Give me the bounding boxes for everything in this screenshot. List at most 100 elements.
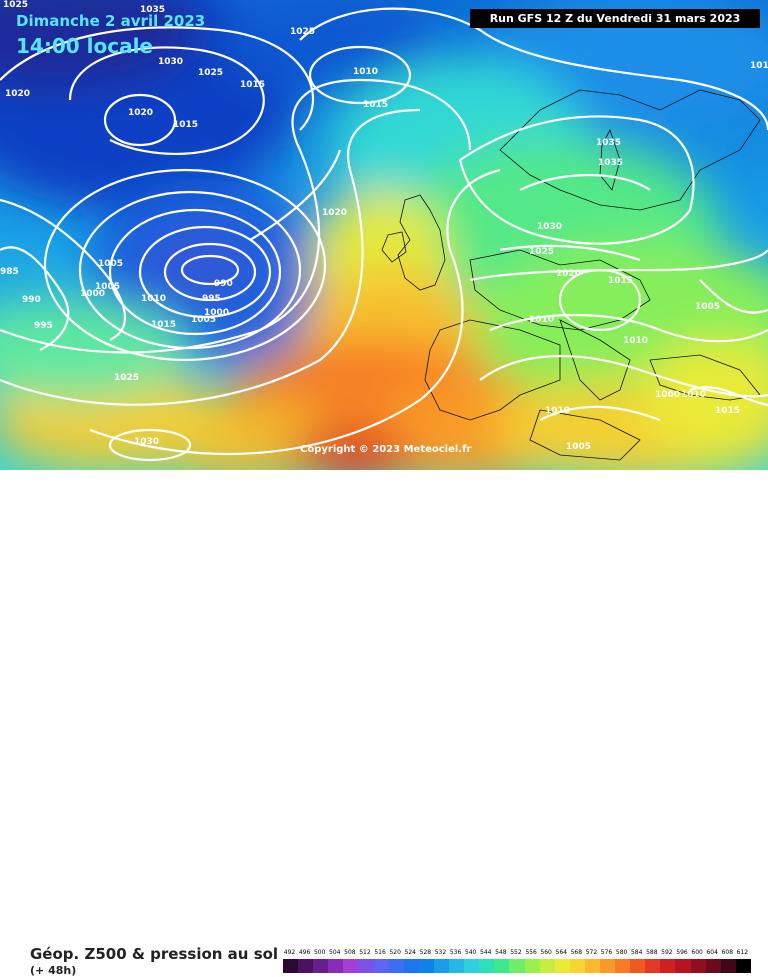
- isobar-label: 1000: [80, 289, 106, 299]
- scale-color-swatch: [584, 959, 600, 973]
- forecast-time: 14:00 locale: [16, 34, 153, 58]
- scale-tick-label: 544: [480, 949, 492, 956]
- weather-map: Dimanche 2 avril 2023 14:00 locale Run G…: [0, 0, 768, 470]
- isobar-label: 1015: [240, 80, 266, 90]
- copyright-text: Copyright © 2023 Meteociel.fr: [300, 444, 472, 455]
- map-title: Géop. Z500 & pression au sol: [30, 945, 279, 963]
- scale-tick-label: 584: [630, 949, 643, 956]
- scale-color-swatch: [675, 959, 691, 973]
- scale-color-swatch: [630, 959, 646, 973]
- scale-color-swatch: [705, 959, 721, 973]
- isobar-label: 1020: [322, 208, 348, 218]
- scale-tick-label: 552: [510, 949, 522, 956]
- scale-tick-label: 500: [313, 949, 326, 956]
- isobar-label: 1015: [363, 100, 389, 110]
- isobar-label: 1020: [556, 269, 582, 279]
- scale-color-swatch: [343, 959, 359, 973]
- scale-color-swatch: [690, 959, 706, 973]
- isobar-label: 1020: [128, 108, 154, 118]
- isobar-label: 1035: [598, 158, 624, 168]
- scale-color-swatch: [418, 959, 434, 973]
- scale-tick-label: 540: [464, 949, 477, 956]
- scale-tick-label: 568: [570, 949, 583, 956]
- isobar-label: 1005: [566, 442, 592, 452]
- isobar-label: 1010: [141, 294, 167, 304]
- scale-tick-label: 576: [600, 949, 613, 956]
- isobar-label: 1025: [529, 247, 555, 257]
- scale-tick-label: 564: [555, 949, 567, 956]
- isobar-label: 1015: [750, 61, 768, 71]
- scale-tick-label: 612: [736, 949, 749, 956]
- scale-tick-label: 548: [495, 949, 507, 956]
- scale-color-swatch: [720, 959, 736, 973]
- scale-color-swatch: [388, 959, 404, 973]
- scale-color-swatch: [283, 959, 299, 973]
- scale-tick-label: 496: [298, 949, 311, 956]
- scale-tick-labels: 492 496 500 504 508 512 516 520 524 528 532 536 540 5…: [283, 949, 751, 958]
- isobar-label: 1030: [537, 222, 563, 232]
- scale-color-swatch: [358, 959, 374, 973]
- scale-tick-label: 512: [359, 949, 371, 956]
- scale-tick-label: 492: [283, 949, 296, 956]
- map-canvas: [0, 0, 768, 470]
- isobar-label: 1000: [204, 308, 230, 318]
- isobar-label: 1015: [715, 406, 741, 416]
- isobar-label: 1035: [140, 5, 166, 15]
- isobar-label: 1010: [681, 390, 707, 400]
- scale-color-swatch: [554, 959, 570, 973]
- scale-color-swatch: [403, 959, 419, 973]
- isobar-label: 990: [214, 279, 233, 289]
- scale-color-swatch: [298, 959, 314, 973]
- isobar-label: 1010: [353, 67, 379, 77]
- isobar-label: 995: [202, 294, 221, 304]
- isobar-lines: [0, 7, 768, 462]
- isobar-label: 1010: [529, 315, 555, 325]
- scale-color-swatch: [539, 959, 555, 973]
- scale-tick-label: 596: [676, 949, 688, 956]
- isobar-label: 1005: [95, 282, 121, 292]
- scale-color-swatch: [524, 959, 540, 973]
- scale-color-swatch: [464, 959, 480, 973]
- isobar-label: 1030: [134, 437, 160, 447]
- isobar-label: 1030: [158, 57, 184, 67]
- forecast-date: Dimanche 2 avril 2023: [16, 12, 206, 30]
- scale-color-swatch: [660, 959, 676, 973]
- scale-tick-label: 556: [525, 949, 537, 956]
- isobar-label: 1025: [198, 68, 224, 78]
- isobar-label: 1000: [655, 390, 681, 400]
- isobar-label: 985: [0, 267, 19, 277]
- scale-tick-label: 536: [449, 949, 462, 956]
- forecast-offset: (+ 48h): [30, 964, 77, 977]
- isobar-label: 995: [34, 321, 53, 331]
- scale-tick-label: 600: [691, 949, 703, 956]
- isobar-label: 1015: [608, 276, 634, 286]
- scale-tick-label: 504: [329, 949, 341, 956]
- scale-tick-label: 520: [389, 949, 401, 956]
- scale-tick-label: 604: [706, 949, 718, 956]
- footer: Géop. Z500 & pression au sol (+ 48h) 492…: [0, 470, 768, 977]
- isobar-label: 1015: [151, 320, 177, 330]
- scale-tick-label: 588: [646, 949, 658, 956]
- isobar-label: 1015: [173, 120, 199, 130]
- scale-tick-label: 580: [615, 949, 628, 956]
- scale-color-bar: [283, 959, 751, 973]
- isobar-label: 1010: [623, 336, 649, 346]
- scale-color-swatch: [645, 959, 661, 973]
- isobar-label: 990: [22, 295, 41, 305]
- scale-color-swatch: [328, 959, 344, 973]
- scale-color-swatch: [615, 959, 631, 973]
- isobar-label: 1035: [596, 138, 622, 148]
- scale-color-swatch: [494, 959, 510, 973]
- isobar-label: 1005: [191, 315, 217, 325]
- scale-tick-label: 516: [374, 949, 386, 956]
- isobar-label: 1020: [5, 89, 31, 99]
- scale-color-swatch: [569, 959, 585, 973]
- color-scale-legend: 492 496 500 504 508 512 516 520 524 528 532 536 540 5…: [283, 949, 751, 975]
- isobar-label: 1005: [98, 259, 124, 269]
- scale-tick-label: 608: [721, 949, 734, 956]
- scale-tick-label: 528: [419, 949, 432, 956]
- scale-tick-label: 560: [540, 949, 552, 956]
- scale-color-swatch: [449, 959, 465, 973]
- scale-tick-label: 572: [585, 949, 598, 956]
- scale-tick-label: 532: [434, 949, 447, 956]
